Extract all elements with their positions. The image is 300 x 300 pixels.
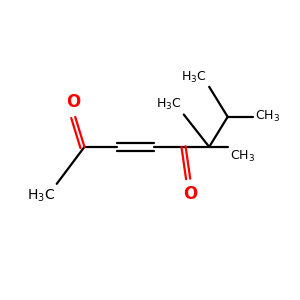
Text: H$_3$C: H$_3$C — [181, 69, 207, 85]
Text: O: O — [184, 185, 198, 203]
Text: CH$_3$: CH$_3$ — [255, 109, 280, 124]
Text: H$_3$C: H$_3$C — [28, 187, 56, 204]
Text: H$_3$C: H$_3$C — [156, 97, 182, 112]
Text: O: O — [66, 93, 80, 111]
Text: CH$_3$: CH$_3$ — [230, 149, 255, 164]
